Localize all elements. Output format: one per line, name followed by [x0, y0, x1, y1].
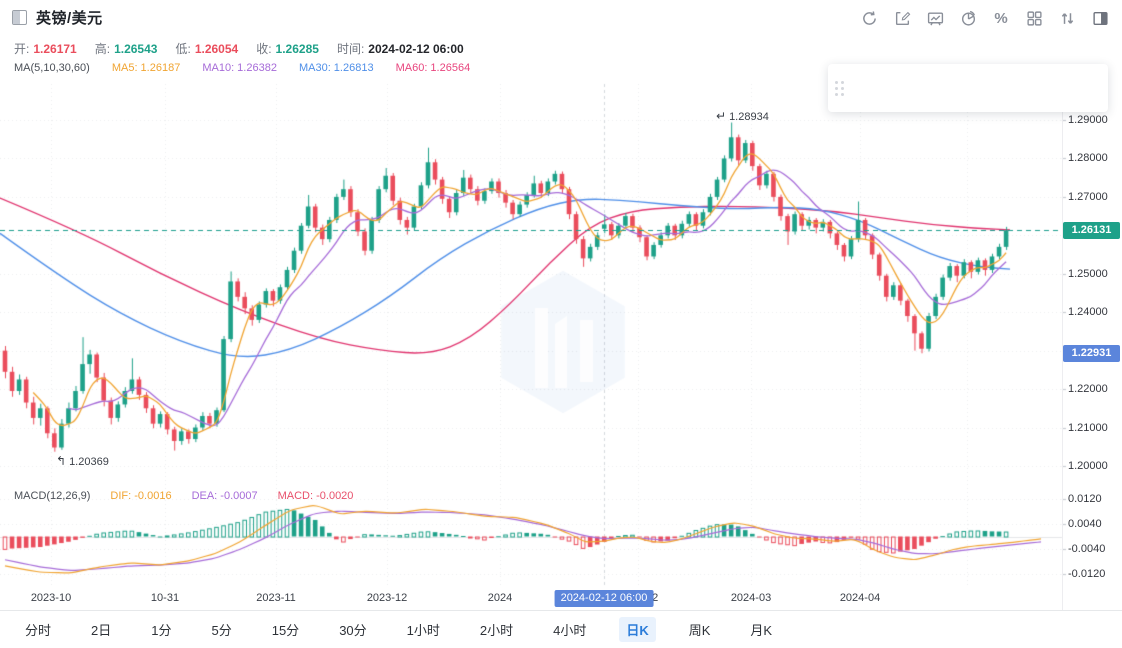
ohlc-item: 收: 1.26285 — [256, 40, 319, 57]
ma-legend-item: MA10: 1.26382 — [202, 62, 277, 74]
macd-tick-label: 0.0120 — [1068, 493, 1102, 505]
macd-legend-title: MACD(12,26,9) — [14, 490, 91, 502]
trade-panel: 卖出 1.26131 买入 1.26138 — [828, 64, 1108, 112]
price-tick-label: 1.24000 — [1068, 306, 1108, 318]
symbol-header: 英镑/美元 — [12, 7, 103, 28]
ohlc-item: 开: 1.26171 — [14, 40, 77, 57]
ohlc-value: 1.26543 — [114, 42, 158, 56]
price-tick-label: 1.27000 — [1068, 191, 1108, 203]
macd-legend-item: MACD: -0.0020 — [277, 490, 354, 502]
timeframe-tab-日K[interactable]: 日K — [619, 617, 656, 642]
price-tick-label: 1.22000 — [1068, 383, 1108, 395]
timeframe-tab-15分[interactable]: 15分 — [271, 623, 300, 638]
chart-toolbar: % — [857, 6, 1112, 30]
ohlc-label: 时间: — [336, 42, 365, 56]
ma-legend-item: MA30: 1.26813 — [298, 62, 374, 74]
macd-tick-label: -0.0120 — [1068, 568, 1106, 580]
buy-button[interactable]: 买入 1.26138 — [991, 81, 1069, 97]
price-tick-label: 1.20000 — [1068, 460, 1108, 472]
arrow-up-left-icon: ↰ — [56, 454, 67, 468]
timeframe-tab-1小时[interactable]: 1小时 — [406, 623, 440, 638]
sort-arrows-icon[interactable] — [1055, 6, 1079, 30]
ohlc-item: 高: 1.26543 — [95, 40, 158, 57]
current-price-badge: 1.26131 — [1063, 222, 1120, 239]
time-tick-label: 2024-04 — [839, 592, 881, 604]
ma-legend-item: MA60: 1.26564 — [395, 62, 471, 74]
arrow-down-left-icon: ↵ — [716, 109, 727, 123]
refresh-icon[interactable] — [857, 6, 881, 30]
ohlc-value: 1.26171 — [33, 42, 77, 56]
ohlc-row: 开: 1.26171 高: 1.26543 低: 1.26054 收: 1.26285 时间: 2… — [14, 40, 464, 57]
macd-legend-items: DIF: -0.0016 DEA: -0.0007 MACD: -0.0020 — [110, 490, 353, 502]
timeframe-tab-2日[interactable]: 2日 — [91, 623, 112, 638]
price-tick-label: 1.25000 — [1068, 268, 1108, 280]
symbol-title: 英镑/美元 — [36, 10, 103, 27]
time-tick-label: 2024-03 — [730, 592, 772, 604]
draw-tool-icon[interactable] — [890, 6, 914, 30]
timeframe-tab-分时[interactable]: 分时 — [25, 623, 52, 638]
pie-chart-icon[interactable] — [956, 6, 980, 30]
ohlc-value: 1.26285 — [275, 42, 319, 56]
selected-time-badge: 2024-02-12 06:00 — [554, 590, 654, 607]
panel-toggle-icon[interactable] — [1088, 6, 1112, 30]
macd-tick-label: 0.0040 — [1068, 518, 1102, 530]
ma-legend-items: MA5: 1.26187 MA10: 1.26382 MA30: 1.26813 MA… — [112, 62, 470, 74]
secondary-price-badge: 1.22931 — [1063, 345, 1120, 362]
ma-legend-item: MA5: 1.26187 — [111, 62, 181, 74]
drag-handle-icon[interactable] — [832, 80, 846, 96]
ohlc-item: 时间: 2024-02-12 06:00 — [337, 40, 464, 57]
ohlc-value: 1.26054 — [194, 42, 239, 56]
axis-separator — [1062, 80, 1063, 610]
timeframe-tab-2小时[interactable]: 2小时 — [479, 623, 514, 638]
price-tick-label: 1.21000 — [1068, 422, 1108, 434]
timeframe-tab-4小时[interactable]: 4小时 — [553, 623, 587, 638]
timeframe-tab-5分[interactable]: 5分 — [211, 623, 232, 638]
high-price-annotation: ↵ 1.28934 — [716, 109, 769, 123]
time-tick-label: 2024 — [487, 592, 513, 604]
time-tick-label: 2023-11 — [256, 592, 296, 604]
price-tick-label: 1.28000 — [1068, 152, 1108, 164]
ma-legend-title: MA(5,10,30,60) — [14, 62, 90, 74]
sell-button[interactable]: 卖出 1.26131 — [865, 81, 943, 97]
ohlc-label: 高: — [94, 42, 111, 56]
macd-legend-item: DEA: -0.0007 — [191, 490, 258, 502]
timeframe-tab-月K[interactable]: 月K — [750, 623, 773, 638]
low-price-annotation: ↰ 1.20369 — [56, 454, 109, 468]
percent-icon[interactable]: % — [994, 9, 1008, 27]
ma-legend-row: MA(5,10,30,60) MA5: 1.26187 MA10: 1.26382… — [14, 62, 470, 74]
timeframe-tab-周K[interactable]: 周K — [688, 623, 711, 638]
time-tick-label: 2023-12 — [366, 592, 408, 604]
macd-tick-label: -0.0040 — [1068, 543, 1106, 555]
timeframe-tab-30分[interactable]: 30分 — [339, 623, 367, 638]
macd-legend-row: MACD(12,26,9) DIF: -0.0016 DEA: -0.0007 MA… — [14, 490, 353, 502]
grid-layout-icon[interactable] — [1022, 6, 1046, 30]
chart-board-icon[interactable] — [923, 6, 947, 30]
ohlc-value: 2024-02-12 06:00 — [368, 42, 464, 56]
ohlc-label: 低: — [175, 42, 191, 56]
ohlc-label: 收: — [256, 42, 272, 56]
symbol-icon — [12, 10, 27, 25]
ohlc-label: 开: — [14, 42, 30, 56]
time-tick-label: 2023-10 — [30, 592, 72, 604]
time-tick-label: 10-31 — [150, 592, 180, 604]
price-tick-label: 1.29000 — [1068, 114, 1108, 126]
timeframe-tabbar: 分时 2日 1分 5分 15分 30分 1小时 2小时 4小时 日K 周K 月K — [0, 610, 1122, 648]
ohlc-item: 低: 1.26054 — [175, 40, 238, 57]
timeframe-tab-1分[interactable]: 1分 — [151, 623, 172, 638]
macd-legend-item: DIF: -0.0016 — [110, 490, 172, 502]
